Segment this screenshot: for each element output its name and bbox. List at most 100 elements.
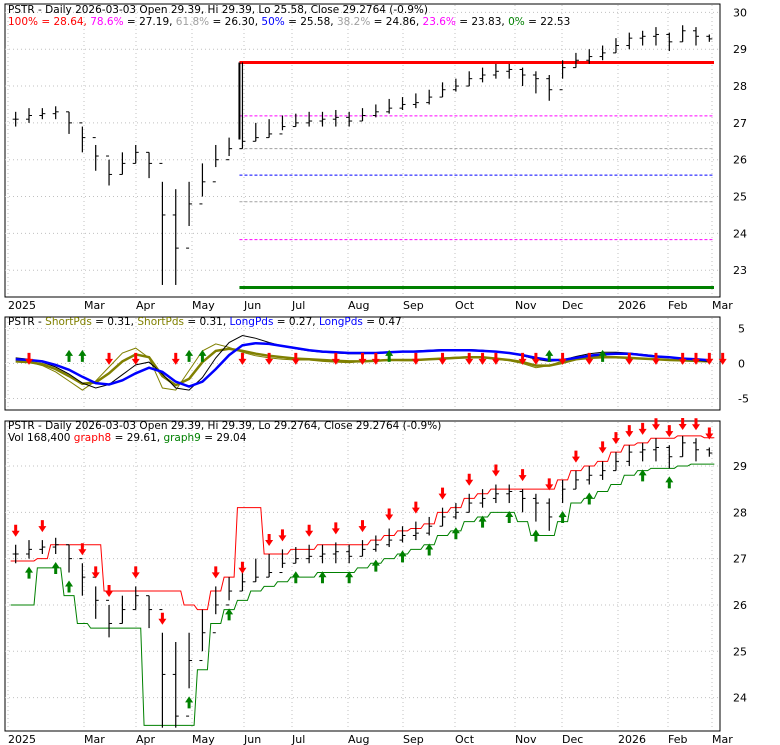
x-tick-label: Jun (243, 299, 261, 312)
y-tick-label: 29 (733, 460, 747, 473)
sell-arrow (371, 352, 380, 365)
buy-arrow (425, 543, 434, 556)
sell-arrow (691, 418, 700, 431)
legend-part: = 29.61, (111, 432, 160, 444)
sell-arrow (278, 529, 287, 542)
buy-arrow (451, 527, 460, 540)
y-tick-label: 29 (733, 43, 747, 56)
price-fib-x-labels: 2025 Mar Apr May Jun Jul Aug Sep Oct Nov Dec 2026 Fe… (8, 299, 733, 312)
y-tick-label: 23 (733, 264, 747, 277)
sell-arrow (651, 352, 660, 365)
x-tick-label: May (192, 733, 215, 745)
sell-arrow (678, 352, 687, 365)
trail-arrows (11, 418, 714, 709)
x-tick-label: May (192, 299, 215, 312)
buy-arrow (65, 349, 74, 362)
legend-part: 50% (258, 16, 285, 28)
x-tick-label: Feb (668, 733, 687, 745)
legend-part: 38.2% (334, 16, 371, 28)
y-tick-label: 24 (733, 227, 747, 240)
sell-arrow (25, 352, 34, 365)
sell-arrow (358, 352, 367, 365)
x-tick-label: Aug (348, 733, 369, 745)
price-bars (12, 25, 713, 285)
y-tick-label: 25 (733, 191, 747, 204)
x-tick-label: Oct (455, 733, 475, 745)
price-fib-panel: 30 29 28 27 26 25 24 23 PSTR - Daily 2026-03-03… (4, 3, 747, 312)
legend-part: 100% = 28.64, (8, 16, 87, 28)
sell-arrow (438, 352, 447, 365)
trail-legend: Vol 168,400 graph8 = 29.61, graph9 = 29.… (8, 432, 247, 444)
sell-arrow (491, 464, 500, 477)
sell-arrow (238, 352, 247, 365)
x-tick-label: Nov (515, 299, 537, 312)
sell-arrow (305, 524, 314, 537)
price-trail-bars (12, 435, 713, 728)
price-fib-y-ticks: 30 29 28 27 26 25 24 23 (733, 6, 747, 277)
x-tick-label: Jul (291, 299, 305, 312)
sell-arrow (638, 422, 647, 435)
y-tick-label: 26 (733, 599, 747, 612)
buy-arrow (345, 571, 354, 584)
legend-part: = 0.27, (273, 316, 315, 328)
legend-part: = 24.86, (370, 16, 419, 28)
sell-arrow (611, 432, 620, 445)
sell-arrow (105, 584, 114, 597)
x-tick-label: Sep (403, 299, 424, 312)
buy-arrow (478, 515, 487, 528)
sell-arrow (385, 508, 394, 521)
x-tick-label: Apr (136, 299, 156, 312)
x-tick-label: Nov (515, 733, 537, 745)
y-tick-label: 0 (738, 358, 745, 371)
x-tick-label: 2026 (618, 299, 646, 312)
sell-arrow (491, 352, 500, 365)
y-tick-label: 28 (733, 80, 747, 93)
sell-arrow (11, 524, 20, 537)
sell-arrow (331, 522, 340, 535)
legend-part: Vol 168,400 (8, 432, 70, 444)
legend-part: LongPds (316, 316, 363, 328)
pds-legend: PSTR - ShortPds = 0.31, ShortPds = 0.31,… (8, 316, 402, 328)
y-tick-label: 5 (738, 323, 745, 336)
buy-arrow (665, 476, 674, 489)
buy-arrow (558, 511, 567, 524)
price-fib-title: PSTR - Daily 2026-03-03 Open 29.39, Hi 2… (8, 4, 428, 16)
sell-arrow (411, 352, 420, 365)
sell-arrow (465, 473, 474, 486)
sell-arrow (171, 352, 180, 365)
sell-arrow (585, 352, 594, 365)
legend-part: = 0.31, (184, 316, 226, 328)
sell-arrow (478, 352, 487, 365)
legend-part: PSTR - (8, 316, 45, 328)
price-trail-grid (5, 422, 720, 730)
legend-part: = 25.58, (285, 16, 334, 28)
pds-y-ticks: 5 0 -5 (738, 323, 749, 406)
x-tick-label: 2025 (8, 733, 36, 745)
x-tick-label: Mar (712, 299, 733, 312)
sell-arrow (291, 352, 300, 365)
price-trail-x-labels: 2025 Mar Apr May Jun Jul Aug Sep Oct Nov Dec 2026 Fe… (8, 733, 733, 745)
x-tick-label: Aug (348, 299, 369, 312)
x-tick-label: Mar (84, 299, 105, 312)
sell-arrow (625, 352, 634, 365)
sell-arrow (265, 534, 274, 546)
buy-arrow (185, 349, 194, 362)
x-tick-label: 2025 (8, 299, 36, 312)
legend-part: = 0.47 (363, 316, 402, 328)
sell-arrow (678, 418, 687, 430)
legend-part: = 26.30, (209, 16, 258, 28)
legend-part: = 23.83, (456, 16, 505, 28)
buy-arrow (185, 696, 194, 709)
x-tick-label: Dec (562, 299, 583, 312)
sell-arrow (531, 352, 540, 365)
legend-part: = 22.53 (525, 16, 571, 28)
pds-panel: 5 0 -5 PSTR - ShortPds = 0.31, ShortPds = … (4, 316, 749, 411)
x-tick-label: Sep (403, 733, 424, 745)
sell-arrow (131, 566, 140, 579)
legend-part: 78.6% (87, 16, 124, 28)
sell-arrow (411, 501, 420, 514)
buy-arrow (51, 562, 60, 574)
sell-arrow (211, 566, 220, 579)
sell-arrow (91, 566, 100, 579)
sell-arrow (545, 478, 554, 491)
